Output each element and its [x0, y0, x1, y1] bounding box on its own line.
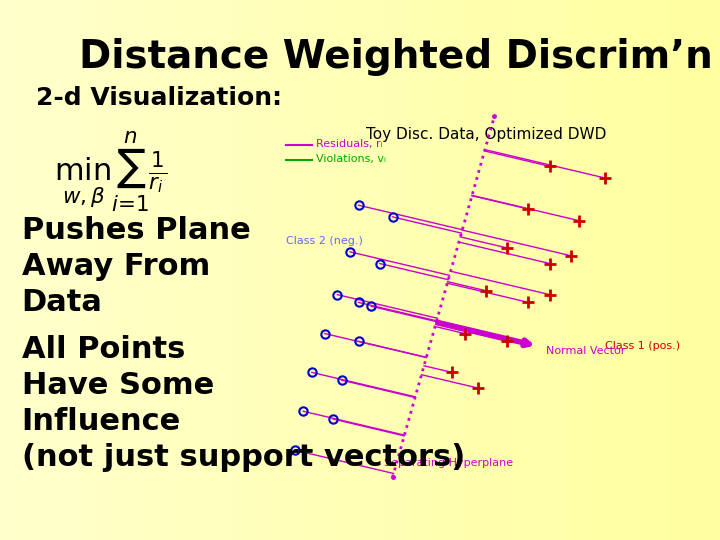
Text: Pushes Plane
Away From
Data: Pushes Plane Away From Data — [22, 216, 251, 317]
Text: Class 1 (pos.): Class 1 (pos.) — [605, 341, 680, 351]
Text: Normal Vector: Normal Vector — [546, 346, 626, 356]
Text: Separating Hyperplane: Separating Hyperplane — [384, 458, 513, 468]
Text: Class 2 (neg.): Class 2 (neg.) — [287, 236, 363, 246]
Text: $\min_{w,\beta}\sum_{i=1}^{n}\frac{1}{r_i}$: $\min_{w,\beta}\sum_{i=1}^{n}\frac{1}{r_… — [54, 130, 168, 214]
Text: Violations, vᵢ: Violations, vᵢ — [316, 154, 386, 165]
Text: Distance Weighted Discrim’n: Distance Weighted Discrim’n — [79, 38, 713, 76]
Text: Toy Disc. Data, Optimized DWD: Toy Disc. Data, Optimized DWD — [366, 127, 606, 143]
Text: All Points
Have Some
Influence
(not just support vectors): All Points Have Some Influence (not just… — [22, 335, 465, 471]
Text: Residuals, rᵢ: Residuals, rᵢ — [316, 139, 383, 149]
Text: 2-d Visualization:: 2-d Visualization: — [36, 86, 282, 110]
